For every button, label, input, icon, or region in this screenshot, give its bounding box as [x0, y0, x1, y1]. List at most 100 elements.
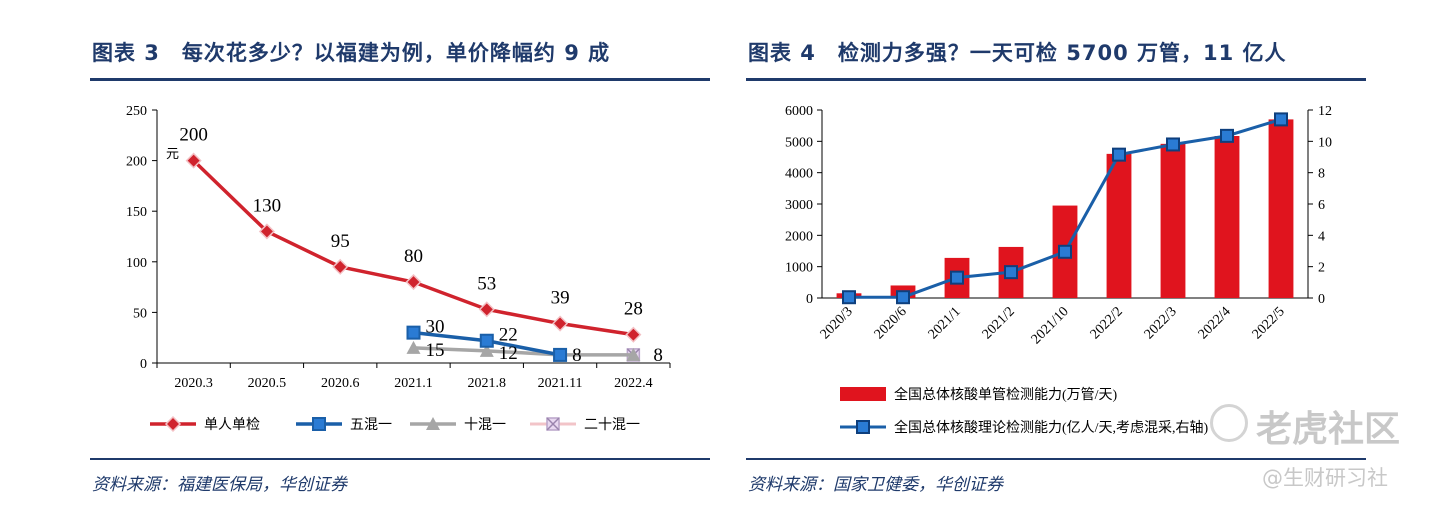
right-y-tick-label: 0: [1318, 292, 1325, 307]
bar: [1268, 119, 1294, 299]
series-3-point: [626, 347, 641, 361]
legend-label: 单人单检: [204, 417, 260, 433]
right-y-tick-label: 2: [1318, 261, 1325, 276]
left-y-tick-label: 6000: [785, 104, 813, 119]
left-y-tick-label: 1000: [785, 261, 813, 276]
series-line-point: [842, 290, 856, 305]
left-figure-title: 图表 3 每次花多少？以福建为例，单价降幅约 9 成: [92, 41, 611, 65]
data-label: 30: [426, 317, 445, 338]
right-figure: 图表 4 检测力多强？一天可检 5700 万管，11 亿人 0 1000 2000 3…: [720, 0, 1440, 509]
watermark-sub: @生财研习社: [1262, 466, 1388, 490]
x-tick-label: 2021.11: [538, 376, 583, 391]
series-1-point: [625, 326, 642, 343]
left-y-tick-label: 4000: [785, 167, 813, 182]
data-label: 15: [426, 340, 445, 361]
right-source-rule: [746, 458, 1366, 460]
legend-marker: [164, 415, 182, 433]
series-2-point: [406, 325, 421, 340]
left-title-rule: [90, 78, 710, 81]
data-label: 12: [499, 343, 518, 364]
series-3-point: [479, 343, 494, 357]
legend-bar-swatch: [840, 387, 886, 401]
series-line-point: [896, 290, 910, 305]
right-chart: 0 1000 2000 3000 4000 5000 6000 0 2 4 6 8 10 12 2020/3…: [785, 104, 1332, 436]
data-label: 53: [477, 273, 496, 294]
legend-label: 十混一: [464, 417, 506, 433]
series-2-point: [553, 347, 568, 362]
x-tick-label: 2022/2: [1088, 304, 1126, 342]
right-title-rule: [746, 78, 1366, 81]
bar: [1160, 143, 1186, 298]
left-figure: 图表 3 每次花多少？以福建为例，单价降幅约 9 成 0 50 100 150 200 2…: [90, 41, 710, 495]
x-tick-label: 2021/1: [926, 304, 964, 342]
data-label: 8: [572, 345, 582, 366]
left-y-tick-label: 2000: [785, 229, 813, 244]
data-label: 39: [551, 288, 570, 309]
legend-line-marker: [856, 420, 870, 434]
left-chart: 0 50 100 150 200 250 2020.3 2020.5 2020.6 2021.1 2…: [126, 104, 671, 433]
legend-label: 五混一: [350, 417, 392, 433]
x-tick-label: 2020/6: [872, 304, 910, 342]
x-tick-label: 2022/5: [1250, 304, 1288, 342]
series-line-point: [1274, 112, 1288, 127]
series-line-point: [950, 270, 964, 285]
bar: [1214, 136, 1240, 298]
x-tick-label: 2020/3: [818, 304, 856, 342]
x-tick-label: 2021.8: [468, 376, 507, 391]
x-tick-label: 2021/10: [1029, 304, 1072, 347]
series-1-point: [258, 223, 275, 240]
y-tick-label: 250: [126, 104, 147, 119]
right-y-tick-label: 8: [1318, 167, 1325, 182]
y-tick-label: 150: [126, 205, 147, 220]
series-1-point: [332, 258, 349, 275]
series-2-point: [479, 333, 494, 348]
series-line-point: [1004, 265, 1018, 280]
data-label: 95: [331, 231, 350, 252]
bar: [1106, 153, 1132, 298]
right-y-tick-label: 6: [1318, 198, 1325, 213]
unit-label: 元: [166, 146, 179, 161]
legend-marker-x: [546, 417, 560, 431]
x-tick-label: 2020.3: [174, 376, 213, 391]
left-source-rule: [90, 458, 710, 460]
x-tick-label: 2022/3: [1142, 304, 1180, 342]
right-figure-title: 图表 4 检测力多强？一天可检 5700 万管，11 亿人: [748, 41, 1287, 65]
left-y-tick-label: 0: [806, 292, 813, 307]
data-label: 28: [624, 299, 643, 320]
data-label: 8: [653, 345, 663, 366]
left-source: 资料来源：福建医保局，华创证券: [92, 475, 347, 495]
series-line-point: [1166, 137, 1180, 152]
legend-label: 全国总体核酸单管检测能力(万管/天): [894, 386, 1118, 403]
watermark-brand: 老虎社区: [1256, 409, 1401, 450]
legend-marker: [312, 417, 326, 431]
x-tick-label: 2021.1: [394, 376, 433, 391]
legend-label: 全国总体核酸理论检测能力(亿人/天,考虑混采,右轴): [894, 419, 1209, 436]
left-y-tick-label: 5000: [785, 135, 813, 150]
series-line-point: [1058, 244, 1072, 259]
x-tick-label: 2020.5: [248, 376, 287, 391]
y-tick-label: 50: [133, 306, 147, 321]
series-1-point: [478, 301, 495, 318]
series-3-point: [406, 340, 421, 354]
data-label: 80: [404, 246, 423, 267]
watermark-logo-icon: [1210, 404, 1248, 442]
legend-label: 二十混一: [584, 417, 640, 433]
data-label: 22: [499, 325, 518, 346]
series-1-point: [185, 152, 202, 169]
x-tick-label: 2020.6: [321, 376, 360, 391]
x-tick-label: 2022/4: [1196, 304, 1234, 342]
y-tick-label: 0: [140, 357, 147, 372]
x-tick-label: 2022.4: [614, 376, 653, 391]
left-y-tick-label: 3000: [785, 198, 813, 213]
right-y-tick-label: 12: [1318, 104, 1332, 119]
series-1-point: [405, 273, 422, 291]
right-source: 资料来源：国家卫健委，华创证券: [748, 475, 1003, 495]
y-tick-label: 200: [126, 155, 147, 170]
data-label: 200: [179, 125, 208, 146]
legend-marker: [426, 417, 440, 430]
x-tick-label: 2021/2: [980, 304, 1018, 342]
series-line-point: [1220, 128, 1234, 143]
right-y-tick-label: 4: [1318, 229, 1325, 244]
y-tick-label: 100: [126, 256, 147, 271]
series-line-3: [413, 346, 634, 357]
